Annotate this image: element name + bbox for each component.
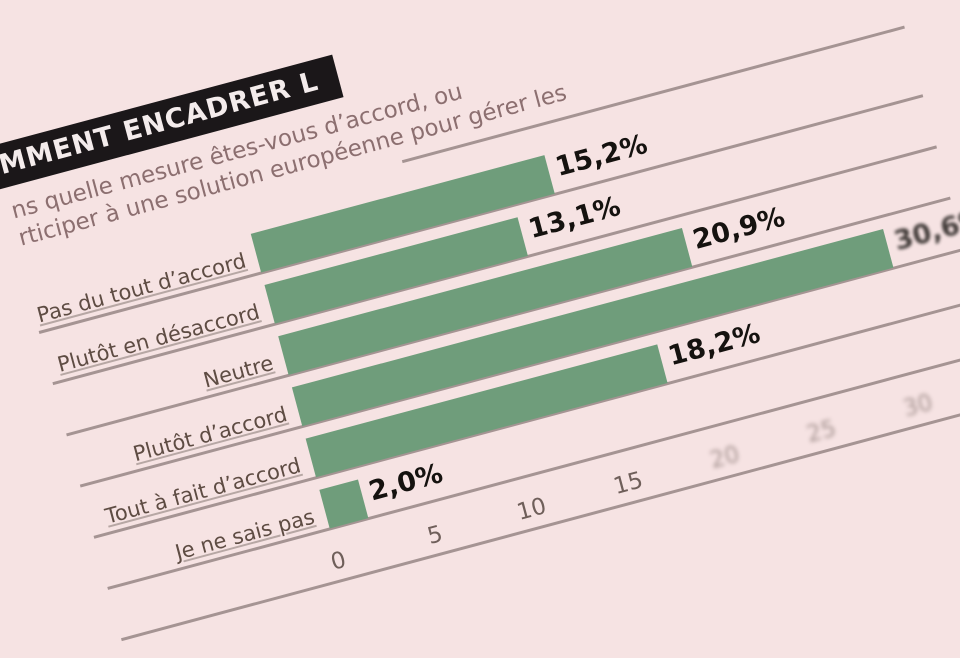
- category-label: Je ne sais pas: [172, 504, 318, 565]
- x-tick-label: 20: [707, 441, 743, 475]
- x-tick-label: 0: [328, 546, 349, 576]
- x-tick-label: 30: [900, 389, 936, 423]
- x-tick-label: 5: [424, 520, 446, 550]
- x-tick-label: 25: [803, 415, 839, 449]
- x-tick-label: 15: [610, 467, 646, 501]
- x-tick-label: 10: [514, 493, 550, 526]
- grid-line: [401, 25, 905, 164]
